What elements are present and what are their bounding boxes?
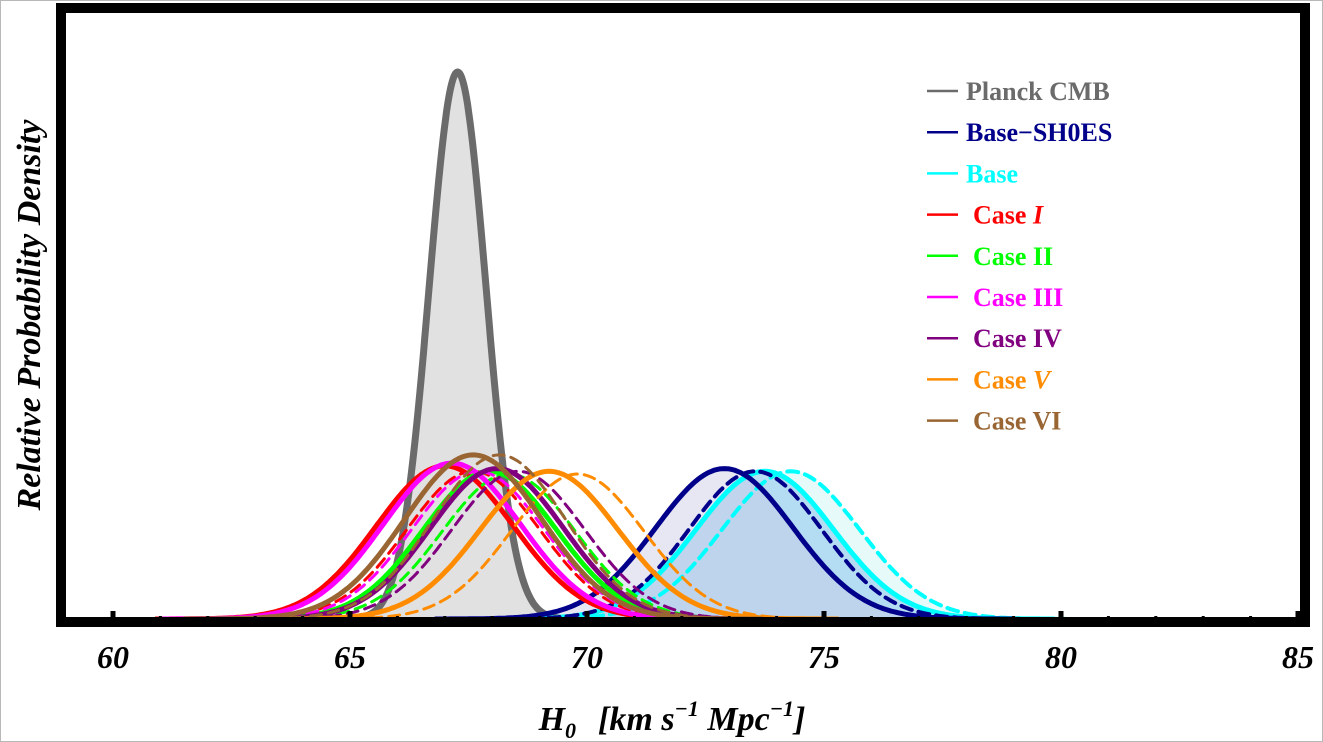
x-axis-ticks xyxy=(110,611,1301,622)
x-axis-subscript: 0 xyxy=(565,718,576,742)
x-axis-symbol: H xyxy=(538,701,567,738)
base-sh0es-solid-curve xyxy=(433,466,1016,622)
density-curves xyxy=(153,68,1082,623)
case-v-solid-curve xyxy=(257,468,841,622)
x-axis-units-close: ] xyxy=(792,701,805,738)
legend-label-base-sh0es: Base−SH0ES xyxy=(966,118,1112,147)
density-fills xyxy=(338,72,1080,619)
x-tick-label-60: 60 xyxy=(97,639,129,675)
legend: Planck CMB Base−SH0ES Base Case I Case II Cas… xyxy=(927,77,1112,436)
base-solid-fill xyxy=(476,471,1054,619)
case-vi-solid-curve xyxy=(182,452,765,622)
x-tick-label-70: 70 xyxy=(571,639,603,675)
legend-label-base: Base xyxy=(966,159,1018,188)
legend-label-case-i: Case I xyxy=(973,201,1044,230)
case-vi-dashed-curve xyxy=(219,453,780,621)
x-tick-label-75: 75 xyxy=(808,639,840,675)
y-axis-title: Relative Probability Density xyxy=(11,119,48,512)
planck-cmb-solid-fill xyxy=(338,72,577,619)
x-axis-sup-2: −1 xyxy=(770,696,794,721)
base-sh0es-solid-fill xyxy=(435,468,1014,619)
legend-label-case-vi: Case VI xyxy=(973,407,1061,436)
legend-label-case-v: Case V xyxy=(973,365,1053,394)
x-tick-label-80: 80 xyxy=(1045,639,1077,675)
x-tick-label-65: 65 xyxy=(334,639,366,675)
x-axis-units-open: [km s xyxy=(598,701,675,738)
x-tick-label-85: 85 xyxy=(1282,639,1314,675)
legend-label-case-iv: Case IV xyxy=(973,324,1062,353)
x-axis-units-mid: Mpc xyxy=(699,701,770,738)
legend-label-planck-cmb: Planck CMB xyxy=(966,77,1110,106)
planck-cmb-solid-curve xyxy=(334,68,581,623)
x-axis-title: H0 [km s−1 Mpc−1] xyxy=(538,696,806,742)
case-v-dashed-curve xyxy=(297,472,858,621)
legend-label-case-iii: Case III xyxy=(973,283,1063,312)
x-axis-tick-labels: 60 65 70 75 80 85 xyxy=(97,639,1314,675)
x-axis-sup-1: −1 xyxy=(675,696,699,721)
legend-label-case-ii: Case II xyxy=(973,242,1053,271)
